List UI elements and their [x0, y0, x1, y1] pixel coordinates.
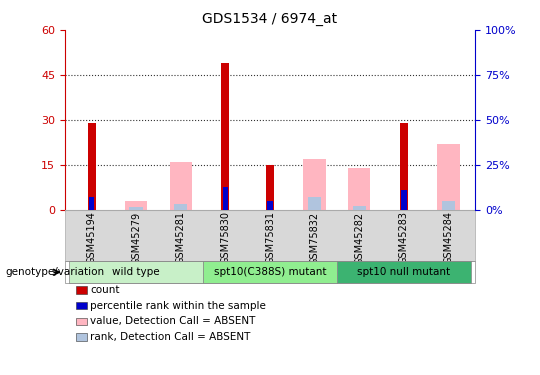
Text: rank, Detection Call = ABSENT: rank, Detection Call = ABSENT — [90, 332, 251, 342]
Bar — [221, 63, 229, 210]
Text: genotype/variation: genotype/variation — [5, 267, 105, 277]
Bar — [87, 123, 96, 210]
Bar — [222, 187, 228, 210]
Bar — [442, 201, 455, 210]
Text: spt10(C388S) mutant: spt10(C388S) mutant — [214, 267, 326, 277]
Bar — [170, 162, 192, 210]
Bar — [437, 144, 460, 210]
Bar — [267, 201, 273, 210]
Bar — [174, 204, 187, 210]
Bar — [266, 165, 274, 210]
Text: percentile rank within the sample: percentile rank within the sample — [90, 301, 266, 310]
Bar — [130, 207, 143, 210]
Bar — [308, 197, 321, 210]
Bar — [353, 206, 366, 210]
Bar — [400, 123, 408, 210]
Bar — [89, 197, 94, 210]
Bar — [348, 168, 370, 210]
Title: GDS1534 / 6974_at: GDS1534 / 6974_at — [202, 12, 338, 26]
Text: count: count — [90, 285, 120, 295]
Text: wild type: wild type — [112, 267, 160, 277]
Text: spt10 null mutant: spt10 null mutant — [357, 267, 450, 277]
Text: value, Detection Call = ABSENT: value, Detection Call = ABSENT — [90, 316, 255, 326]
Bar — [401, 190, 407, 210]
Bar — [125, 201, 147, 210]
Bar — [303, 159, 326, 210]
